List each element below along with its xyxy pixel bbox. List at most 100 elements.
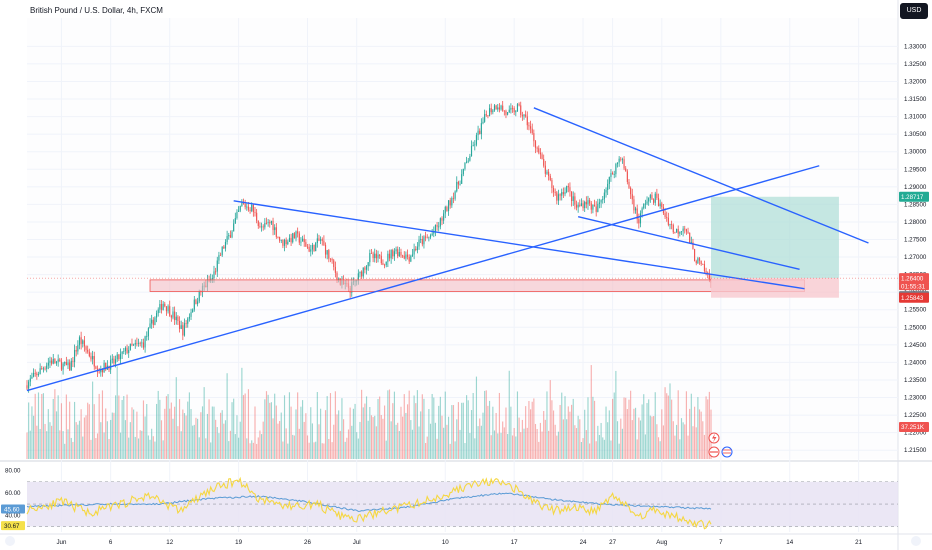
candle-body xyxy=(374,253,376,259)
volume-bar xyxy=(354,403,356,459)
volume-bar xyxy=(188,392,190,459)
candle-body xyxy=(279,236,281,241)
candle-body xyxy=(674,232,676,234)
candle-body xyxy=(215,271,217,273)
volume-bar xyxy=(410,420,412,459)
candle-body xyxy=(42,368,44,370)
volume-bar xyxy=(113,412,115,459)
candle-body xyxy=(393,251,396,257)
candle-body xyxy=(546,171,548,174)
candle-body xyxy=(505,110,507,115)
candle-body xyxy=(329,258,332,260)
volume-bar xyxy=(597,425,599,459)
volume-bar xyxy=(133,409,135,459)
volume-bar xyxy=(175,377,177,459)
candle-body xyxy=(226,236,228,243)
candle-body xyxy=(477,130,479,136)
candle-body xyxy=(133,344,135,346)
volume-bar xyxy=(321,443,323,459)
candle-body xyxy=(528,125,530,127)
volume-bar xyxy=(93,404,95,459)
volume-bar xyxy=(680,418,683,459)
candle-body xyxy=(585,201,587,205)
candle-body xyxy=(529,126,532,129)
candle-body xyxy=(313,244,315,252)
candle-body xyxy=(323,240,325,245)
candle-body xyxy=(239,206,241,211)
volume-bar xyxy=(324,410,327,459)
candle-body xyxy=(310,249,312,252)
candle-body xyxy=(128,349,130,354)
volume-bar xyxy=(585,430,587,459)
candle-body xyxy=(502,105,504,111)
candle-body xyxy=(447,200,450,212)
candle-body xyxy=(497,107,499,110)
candle-body xyxy=(493,105,496,111)
candle-body xyxy=(311,244,313,250)
rsi-tick-label: 40.00 xyxy=(5,512,21,519)
candle-body xyxy=(516,104,519,112)
candle-body xyxy=(669,224,671,225)
candle-body xyxy=(487,115,489,117)
volume-bar xyxy=(695,427,697,459)
candle-body xyxy=(384,264,386,266)
candle-body xyxy=(39,368,41,375)
volume-bar xyxy=(666,393,668,459)
us-flag-icon xyxy=(721,446,733,458)
candle-body xyxy=(388,253,391,259)
volume-bar xyxy=(703,434,706,459)
candle-body xyxy=(47,362,49,366)
volume-bar xyxy=(75,422,77,459)
candle-body xyxy=(428,237,430,239)
volume-bar xyxy=(49,422,51,459)
candle-body xyxy=(531,128,533,134)
candle-body xyxy=(298,233,300,243)
volume-bar xyxy=(267,394,269,459)
candle-body xyxy=(375,253,377,259)
price-tick-label: 1.23500 xyxy=(904,377,927,384)
candle-body xyxy=(192,309,194,313)
volume-bar xyxy=(510,406,512,459)
volume-bar xyxy=(529,409,532,459)
time-tick-label: 24 xyxy=(580,539,587,546)
candle-body xyxy=(511,107,514,109)
volume-bar xyxy=(213,406,215,459)
time-tick-label: 7 xyxy=(719,539,723,546)
volume-bar xyxy=(561,392,563,459)
trendline-falling-support-2 xyxy=(577,215,800,271)
candle-body xyxy=(59,359,61,362)
price-tick-label: 1.22500 xyxy=(904,412,927,419)
volume-bar xyxy=(538,441,540,459)
volume-bar xyxy=(426,436,428,459)
volume-bar xyxy=(402,416,404,459)
volume-bar xyxy=(357,438,359,459)
candle-body xyxy=(137,342,140,344)
volume-bar xyxy=(208,399,210,459)
currency-button[interactable]: USD xyxy=(900,3,928,19)
volume-bar xyxy=(567,406,569,459)
time-tick-label: 19 xyxy=(235,539,242,546)
volume-bar xyxy=(123,396,125,459)
volume-bar xyxy=(224,420,227,459)
volume-bar xyxy=(51,425,53,459)
candle-body xyxy=(636,208,638,220)
volume-bars xyxy=(26,365,712,459)
volume-bar xyxy=(228,441,230,459)
timezone-icon xyxy=(5,536,15,546)
volume-bar xyxy=(605,406,607,459)
volume-bar xyxy=(28,402,30,459)
volume-bar xyxy=(356,432,358,459)
candle-body xyxy=(72,360,74,362)
candle-body xyxy=(410,255,412,262)
candle-body xyxy=(694,249,696,262)
candle-body xyxy=(454,191,456,199)
candle-body xyxy=(451,198,453,206)
volume-bar xyxy=(474,438,476,459)
volume-bar xyxy=(694,406,696,459)
candle-body xyxy=(149,323,151,329)
volume-bar xyxy=(338,410,340,459)
price-tick-label: 1.32000 xyxy=(904,78,927,85)
volume-bar xyxy=(418,426,420,459)
candle-body xyxy=(589,200,591,204)
